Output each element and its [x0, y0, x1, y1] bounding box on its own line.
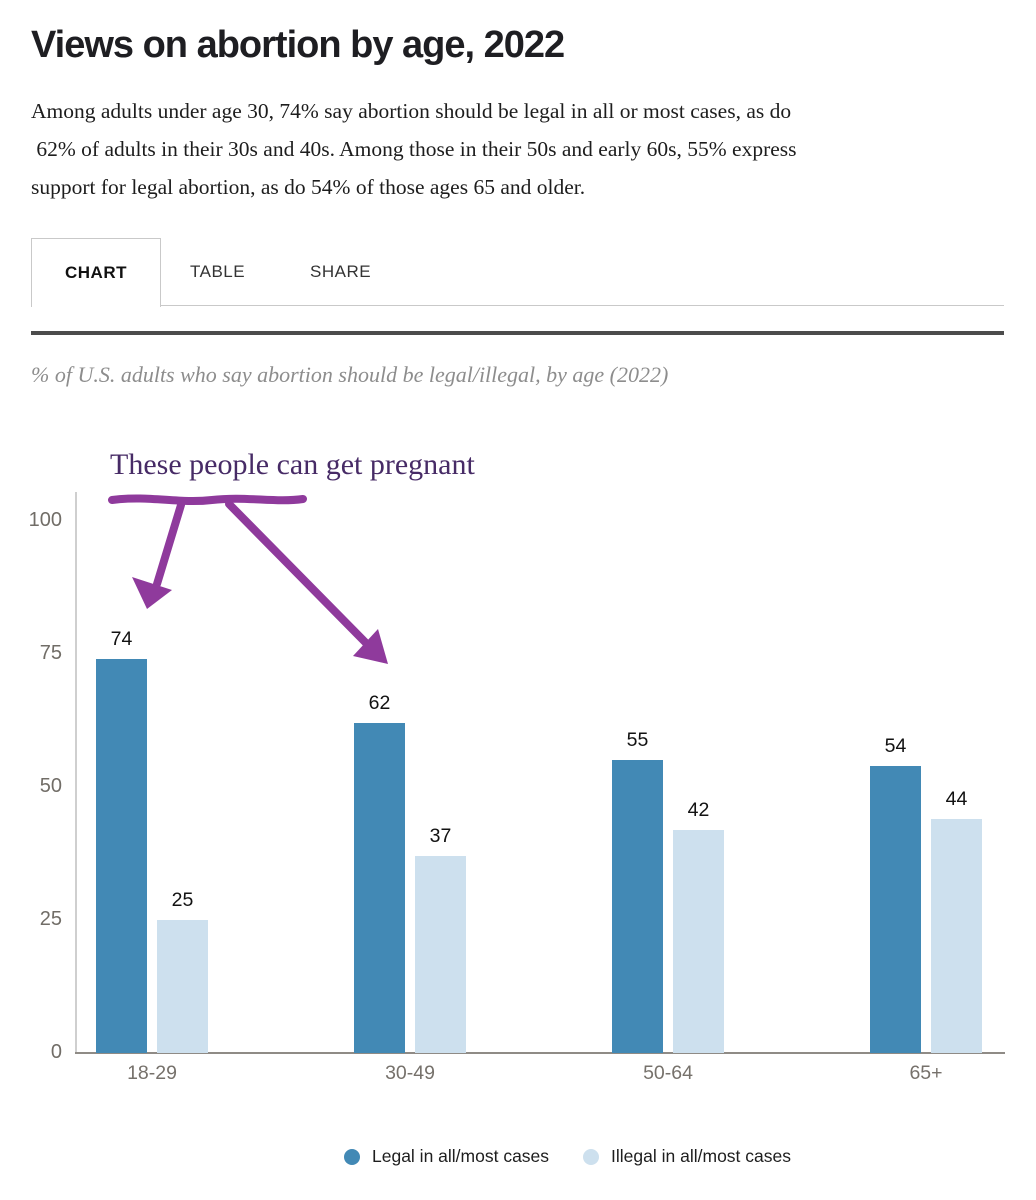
legend-item-illegal: Illegal in all/most cases: [583, 1146, 791, 1167]
bar-value-label: 54: [884, 735, 907, 757]
description-line-3: support for legal abortion, as do 54% of…: [31, 175, 586, 199]
bar-illegal-18-29[interactable]: [157, 920, 208, 1053]
tab-chart[interactable]: CHART: [31, 238, 161, 307]
arrowhead-to-18-29: [132, 577, 172, 609]
page-title: Views on abortion by age, 2022: [31, 24, 565, 66]
y-axis-tick-label: 25: [39, 908, 62, 930]
arrow-shaft-to-30-49: [225, 500, 370, 647]
bar-legal-65+[interactable]: [870, 766, 921, 1053]
annotation-underline: [108, 494, 307, 506]
bar-value-label: 62: [368, 692, 391, 714]
annotation-text: These people can get pregnant: [110, 448, 475, 481]
bar-illegal-30-49[interactable]: [415, 856, 466, 1053]
bar-legal-18-29[interactable]: [96, 659, 147, 1053]
y-axis-tick-label: 75: [39, 642, 62, 664]
bar-value-label: 25: [171, 889, 194, 911]
chart-legend: Legal in all/most cases Illegal in all/m…: [344, 1146, 791, 1167]
legend-label-illegal: Illegal in all/most cases: [611, 1146, 791, 1166]
bar-value-label: 42: [687, 799, 710, 821]
category-label: 30-49: [385, 1062, 435, 1084]
bar-legal-50-64[interactable]: [612, 760, 663, 1053]
chart-subtitle: % of U.S. adults who say abortion should…: [31, 362, 669, 387]
y-axis-tick-label: 50: [39, 775, 62, 797]
bar-legal-30-49[interactable]: [354, 723, 405, 1053]
y-axis-tick-label: 100: [28, 509, 62, 531]
bar-illegal-65+[interactable]: [931, 819, 982, 1053]
section-divider: [31, 331, 1004, 335]
legend-label-legal: Legal in all/most cases: [372, 1146, 550, 1166]
legend-item-legal: Legal in all/most cases: [344, 1146, 549, 1167]
bar-value-label: 55: [626, 729, 649, 751]
bar-value-label: 74: [110, 628, 133, 650]
bar-value-label: 44: [945, 788, 968, 810]
arrowhead-to-30-49: [353, 629, 388, 664]
category-label: 18-29: [127, 1062, 177, 1084]
category-label: 65+: [909, 1062, 943, 1084]
bar-illegal-50-64[interactable]: [673, 830, 724, 1053]
description-line-1: Among adults under age 30, 74% say abort…: [31, 99, 792, 123]
tab-table[interactable]: TABLE: [190, 262, 246, 281]
tab-share[interactable]: SHARE: [310, 262, 372, 281]
arrow-shaft-to-18-29: [153, 501, 185, 588]
category-label: 50-64: [643, 1062, 693, 1084]
legend-dot-illegal-icon: [583, 1148, 600, 1165]
x-axis-line: [75, 1052, 1005, 1054]
bar-value-label: 37: [429, 825, 452, 847]
y-axis-line: [75, 492, 77, 1053]
description-line-2: 62% of adults in their 30s and 40s. Amon…: [31, 137, 797, 161]
legend-dot-legal-icon: [344, 1148, 360, 1165]
y-axis-tick-label: 0: [50, 1041, 62, 1063]
tabs-bottom-border: [31, 305, 1004, 306]
